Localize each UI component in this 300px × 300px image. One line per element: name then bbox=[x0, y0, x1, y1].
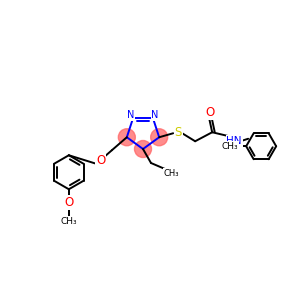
Text: N: N bbox=[151, 110, 159, 120]
Circle shape bbox=[134, 140, 152, 158]
Text: O: O bbox=[96, 154, 106, 167]
Text: HN: HN bbox=[226, 136, 242, 146]
Text: CH₃: CH₃ bbox=[61, 217, 77, 226]
Text: O: O bbox=[206, 106, 215, 119]
Text: N: N bbox=[127, 110, 135, 120]
Text: CH₃: CH₃ bbox=[163, 169, 179, 178]
Text: O: O bbox=[64, 196, 74, 209]
Circle shape bbox=[118, 129, 135, 146]
Text: S: S bbox=[175, 126, 182, 139]
Circle shape bbox=[151, 129, 168, 146]
Text: CH₃: CH₃ bbox=[222, 142, 238, 151]
